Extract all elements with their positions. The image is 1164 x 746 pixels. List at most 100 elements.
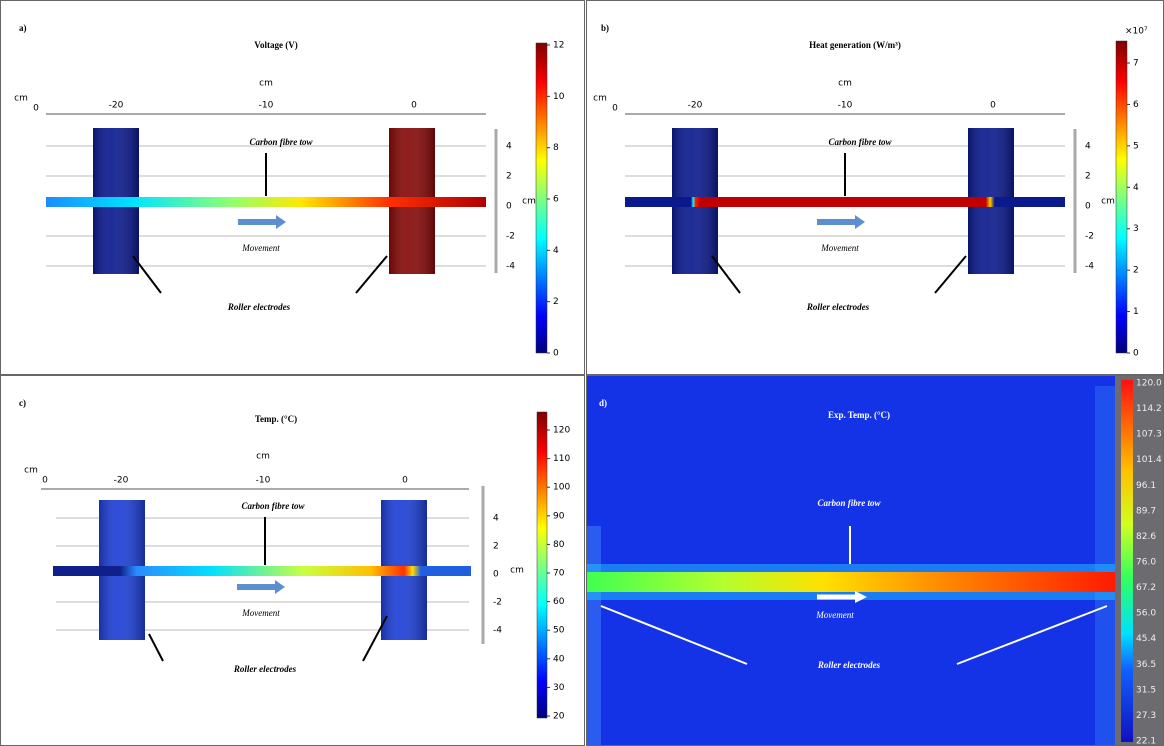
colorbar-tick-label: 8 bbox=[553, 143, 559, 153]
y-tick-label: 2 bbox=[506, 172, 512, 182]
carbon-fibre-tow bbox=[46, 197, 486, 207]
y-tick-label: 0 bbox=[506, 202, 512, 212]
y-tick-label: -2 bbox=[1085, 232, 1094, 242]
y-unit: cm bbox=[510, 566, 524, 576]
y-tick-label: 0 bbox=[1085, 202, 1091, 212]
carbon-fibre-tow bbox=[587, 572, 1115, 592]
carbon-fibre-tow bbox=[625, 197, 1065, 207]
roller-pointer bbox=[600, 605, 748, 665]
roller-pointer bbox=[934, 255, 967, 294]
x-unit: cm bbox=[256, 452, 270, 462]
roller-pointer bbox=[148, 633, 164, 662]
roller-pointer bbox=[355, 255, 388, 294]
rollers-annotation: Roller electrodes bbox=[817, 660, 881, 670]
colorbar-tick-label: 7 bbox=[1133, 59, 1139, 69]
colorbar-tick-label: 12 bbox=[553, 41, 564, 51]
y-tick-label: -4 bbox=[1085, 262, 1094, 272]
panel-label: c) bbox=[19, 398, 26, 408]
y-unit: cm bbox=[1101, 197, 1115, 207]
colorbar-tick-label: 82.6 bbox=[1136, 532, 1156, 542]
x-tick-label: -20 bbox=[114, 476, 129, 486]
rollers-annotation: Roller electrodes bbox=[227, 302, 291, 312]
y-tick-label: 4 bbox=[493, 514, 499, 524]
x-tick-label: 0 bbox=[402, 476, 408, 486]
panel-title: Voltage (V) bbox=[254, 40, 297, 50]
colorbar-tick-label: 90 bbox=[553, 511, 565, 521]
x-tick-label: 0 bbox=[411, 101, 417, 111]
movement-annotation: Movement bbox=[241, 608, 280, 618]
rollers-annotation: Roller electrodes bbox=[233, 664, 297, 674]
y-tick-label: 2 bbox=[1085, 172, 1091, 182]
colorbar-tick-label: 101.4 bbox=[1136, 455, 1162, 465]
panel-a: a) Voltage (V) cm cm 0 -20 -10 0 4 2 0 -2 -4 cm Carbon… bbox=[0, 0, 585, 375]
colorbar-tick-label: 4 bbox=[1133, 183, 1139, 193]
x-tick-label: -20 bbox=[109, 101, 124, 111]
colorbar bbox=[535, 42, 548, 354]
tow-annotation: Carbon fibre tow bbox=[828, 137, 892, 147]
panel-c: c) Temp. (°C) cm cm 0 -20 -10 0 4 2 0 -2 -4 cm Carbon … bbox=[0, 375, 585, 746]
colorbar-tick-label: 76.0 bbox=[1136, 558, 1156, 568]
movement-annotation: Movement bbox=[241, 243, 280, 253]
movement-annotation: Movement bbox=[820, 243, 859, 253]
colorbar-tick-label: 2 bbox=[1133, 266, 1139, 276]
corner-tick: 0 bbox=[612, 104, 618, 114]
panel-label: d) bbox=[599, 398, 607, 408]
movement-annotation: Movement bbox=[815, 610, 854, 620]
colorbar bbox=[1121, 380, 1133, 742]
colorbar-tick-label: 31.5 bbox=[1136, 685, 1156, 695]
corner-unit: cm bbox=[593, 94, 607, 104]
rollers-annotation: Roller electrodes bbox=[806, 302, 870, 312]
y-tick-label: 2 bbox=[493, 542, 499, 552]
movement-arrowhead bbox=[275, 580, 285, 594]
corner-unit: cm bbox=[14, 94, 28, 104]
x-unit: cm bbox=[838, 79, 852, 89]
colorbar-tick-label: 40 bbox=[553, 654, 565, 664]
colorbar-tick-label: 100 bbox=[553, 483, 570, 493]
colorbar-tick-label: 5 bbox=[1133, 141, 1139, 151]
x-tick-label: 0 bbox=[990, 101, 996, 111]
colorbar-tick-label: 0 bbox=[553, 349, 559, 359]
roller-pointer bbox=[956, 605, 1108, 665]
roller-pointer bbox=[711, 255, 741, 294]
colorbar-tick-label: 50 bbox=[553, 626, 565, 636]
colorbar-tick-label: 120.0 bbox=[1136, 379, 1162, 389]
panel-label: a) bbox=[19, 23, 27, 33]
colorbar bbox=[1115, 40, 1128, 354]
colorbar bbox=[536, 411, 548, 719]
colorbar-tick-label: 36.5 bbox=[1136, 660, 1156, 670]
colorbar-tick-label: 96.1 bbox=[1136, 481, 1156, 491]
y-tick-label: -2 bbox=[506, 232, 515, 242]
panel-svg: a) Voltage (V) cm cm 0 -20 -10 0 4 2 0 -2 -4 cm Carbon… bbox=[14, 23, 565, 359]
panel-title: Heat generation (W/m³) bbox=[809, 40, 901, 50]
colorbar-tick-label: 1 bbox=[1133, 307, 1139, 317]
panel-b: b) Heat generation (W/m³) cm cm 0 -20 -10 0 4 2 0-… bbox=[586, 0, 1164, 375]
panel-title: Temp. (°C) bbox=[255, 414, 297, 424]
colorbar-tick-label: 56.0 bbox=[1136, 609, 1156, 619]
roller-pointer bbox=[132, 255, 162, 294]
x-tick-label: -20 bbox=[688, 101, 703, 111]
y-tick-label: -4 bbox=[493, 626, 502, 636]
colorbar-tick-label: 20 bbox=[553, 712, 565, 722]
colorbar-tick-label: 4 bbox=[553, 246, 559, 256]
y-tick-label: 0 bbox=[493, 570, 499, 580]
corner-unit: cm bbox=[24, 466, 38, 476]
y-tick-label: -4 bbox=[506, 262, 515, 272]
panel-title: Exp. Temp. (°C) bbox=[828, 410, 890, 420]
y-tick-label: -2 bbox=[493, 598, 502, 608]
y-tick-label: 4 bbox=[506, 142, 512, 152]
colorbar-tick-label: 120 bbox=[553, 426, 570, 436]
colorbar-tick-label: 30 bbox=[553, 683, 565, 693]
colorbar-tick-label: 10 bbox=[553, 92, 565, 102]
movement-arrowhead bbox=[855, 215, 865, 229]
x-tick-label: -10 bbox=[838, 101, 853, 111]
colorbar-tick-label: 60 bbox=[553, 597, 565, 607]
colorbar-tick-label: 107.3 bbox=[1136, 430, 1162, 440]
movement-arrowhead bbox=[276, 215, 286, 229]
colorbar-tick-label: 110 bbox=[553, 454, 570, 464]
panel-svg: d) Exp. Temp. (°C) Carbon fibre tow Movemen… bbox=[587, 376, 1163, 745]
colorbar-tick-label: 70 bbox=[553, 569, 565, 579]
roller-pointer bbox=[362, 615, 388, 662]
carbon-fibre-tow bbox=[53, 566, 471, 576]
colorbar-tick-label: 6 bbox=[553, 195, 559, 205]
